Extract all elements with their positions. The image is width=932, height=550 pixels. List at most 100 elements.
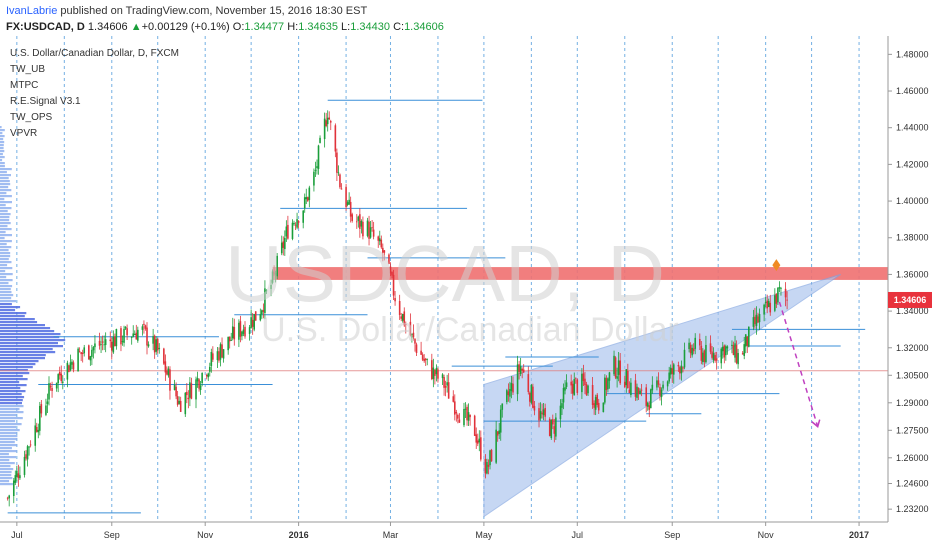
candle[interactable] — [731, 344, 733, 346]
candle[interactable] — [669, 367, 672, 375]
candle[interactable] — [156, 338, 159, 351]
candle[interactable] — [208, 366, 211, 372]
candle[interactable] — [355, 221, 358, 223]
candle[interactable] — [711, 351, 713, 358]
candle[interactable] — [152, 336, 154, 344]
candle[interactable] — [219, 344, 222, 360]
candle[interactable] — [650, 389, 652, 409]
candle[interactable] — [541, 412, 543, 415]
candle[interactable] — [178, 400, 180, 404]
candle[interactable] — [746, 336, 749, 346]
candle[interactable] — [187, 397, 190, 400]
candle[interactable] — [313, 171, 315, 186]
candle[interactable] — [662, 384, 664, 389]
candle[interactable] — [130, 336, 133, 338]
candle[interactable] — [372, 229, 375, 237]
legend-indicator[interactable]: MTPC — [10, 80, 38, 91]
candle[interactable] — [26, 446, 29, 460]
candle[interactable] — [242, 329, 245, 334]
candle[interactable] — [552, 419, 554, 425]
candle[interactable] — [316, 166, 318, 168]
candle[interactable] — [400, 316, 403, 319]
candle[interactable] — [280, 242, 283, 254]
candle[interactable] — [404, 324, 407, 325]
candle[interactable] — [532, 386, 534, 408]
candle[interactable] — [486, 462, 488, 474]
candle[interactable] — [487, 464, 490, 467]
candle[interactable] — [49, 385, 52, 388]
candle[interactable] — [17, 473, 20, 478]
candle[interactable] — [705, 344, 707, 363]
candle[interactable] — [98, 340, 101, 346]
candle[interactable] — [692, 348, 695, 352]
candle[interactable] — [616, 376, 618, 379]
candle[interactable] — [378, 238, 381, 242]
candle[interactable] — [294, 224, 297, 226]
candle[interactable] — [725, 346, 727, 356]
candle[interactable] — [527, 374, 530, 392]
candle[interactable] — [518, 364, 520, 372]
candle[interactable] — [432, 367, 435, 380]
candle[interactable] — [597, 402, 600, 411]
candle[interactable] — [227, 336, 229, 351]
candle[interactable] — [484, 459, 487, 474]
candle[interactable] — [251, 319, 254, 327]
candle[interactable] — [391, 272, 393, 276]
candle[interactable] — [16, 470, 18, 478]
candle[interactable] — [103, 344, 105, 346]
author-link[interactable]: IvanLabrie — [6, 5, 58, 17]
candle[interactable] — [522, 369, 525, 373]
candle[interactable] — [774, 295, 776, 311]
candle[interactable] — [763, 304, 765, 315]
candle[interactable] — [175, 386, 177, 397]
candle[interactable] — [250, 317, 252, 328]
candle[interactable] — [625, 369, 628, 386]
candle[interactable] — [143, 323, 145, 325]
candle[interactable] — [39, 405, 41, 431]
candle[interactable] — [721, 346, 724, 352]
candle[interactable] — [786, 299, 788, 301]
candle[interactable] — [679, 367, 681, 374]
candle[interactable] — [291, 222, 294, 239]
candle[interactable] — [709, 343, 712, 352]
candle[interactable] — [253, 314, 255, 330]
candle[interactable] — [241, 331, 243, 337]
candle[interactable] — [561, 403, 563, 408]
candle[interactable] — [645, 387, 648, 406]
candle[interactable] — [764, 302, 767, 303]
candle[interactable] — [121, 341, 124, 343]
resistance-zone[interactable] — [272, 267, 888, 280]
candle[interactable] — [769, 302, 772, 313]
candle[interactable] — [464, 408, 467, 410]
candle[interactable] — [596, 394, 599, 405]
candle[interactable] — [542, 409, 545, 416]
candle[interactable] — [463, 408, 465, 426]
candle[interactable] — [238, 322, 240, 340]
candle[interactable] — [230, 339, 233, 341]
candle[interactable] — [775, 293, 778, 304]
candle[interactable] — [614, 357, 617, 378]
candle[interactable] — [741, 353, 744, 355]
candle[interactable] — [752, 317, 755, 327]
candle[interactable] — [530, 384, 533, 403]
candle[interactable] — [109, 339, 112, 342]
candle[interactable] — [529, 392, 531, 402]
candle[interactable] — [659, 387, 661, 396]
candle[interactable] — [133, 333, 136, 335]
candle[interactable] — [169, 369, 171, 391]
candle[interactable] — [14, 475, 17, 483]
candle[interactable] — [627, 370, 629, 389]
chart-area[interactable]: USDCAD, D U.S. Dollar/Canadian Dollar U.… — [0, 36, 932, 550]
candle[interactable] — [325, 120, 327, 127]
candle[interactable] — [539, 411, 542, 419]
candle[interactable] — [123, 328, 125, 343]
candle[interactable] — [271, 271, 274, 283]
candle[interactable] — [19, 475, 21, 479]
candle[interactable] — [677, 365, 680, 367]
candle[interactable] — [581, 373, 583, 393]
candle[interactable] — [392, 274, 395, 296]
candle[interactable] — [274, 273, 277, 275]
candle[interactable] — [441, 374, 444, 379]
candle[interactable] — [68, 365, 70, 373]
candle[interactable] — [80, 352, 82, 355]
